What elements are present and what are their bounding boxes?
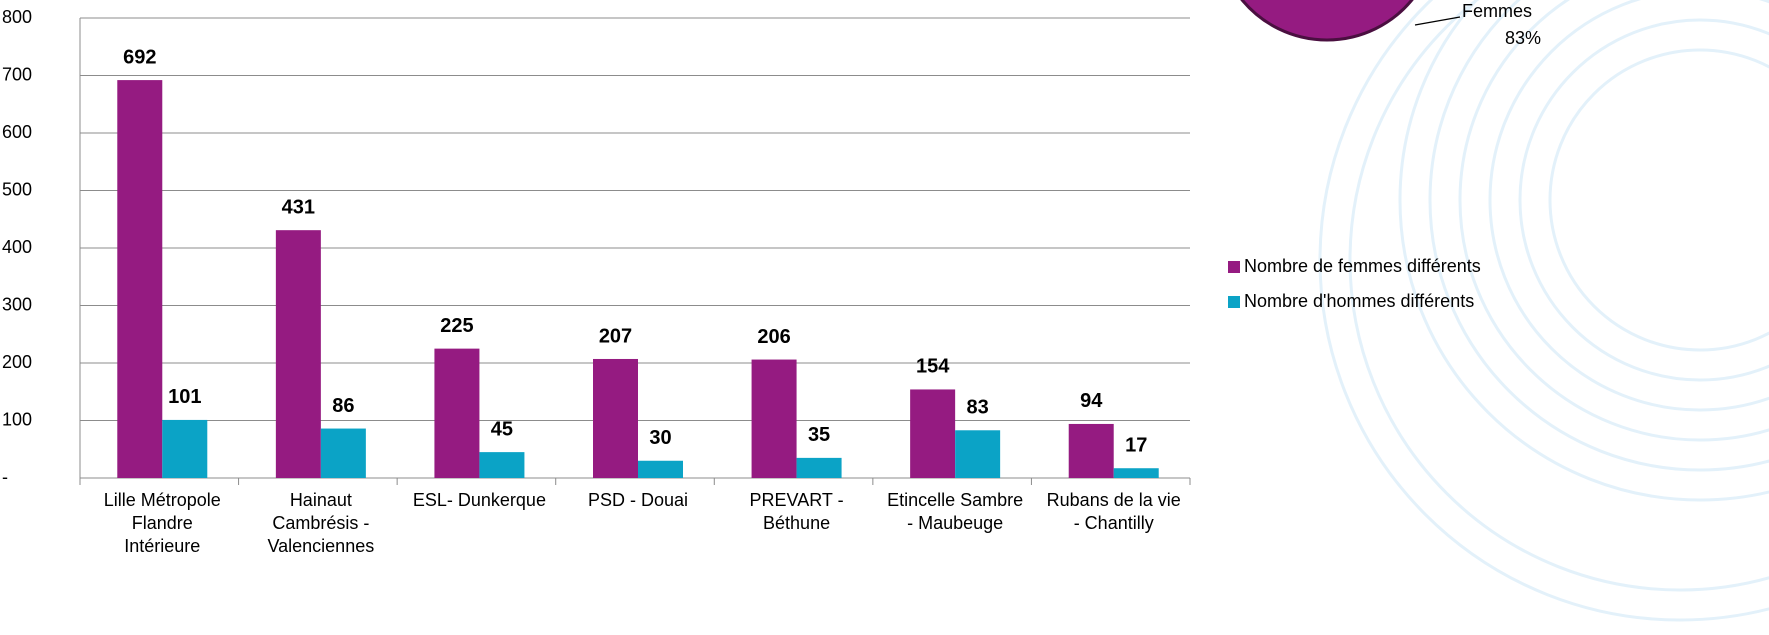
bar	[593, 358, 638, 478]
pie-slice	[1240, 0, 1414, 42]
bar	[275, 230, 321, 478]
bar	[320, 428, 366, 478]
x-tick-label: ESL- Dunkerque	[412, 490, 546, 510]
bar	[479, 452, 525, 478]
legend-swatch	[1228, 296, 1240, 308]
bar	[796, 457, 842, 478]
data-label: 17	[1125, 435, 1147, 457]
data-label: 45	[491, 418, 513, 440]
pie-label-name: Femmes	[1462, 1, 1532, 21]
data-label: 225	[440, 315, 473, 337]
y-tick-label: 800	[2, 7, 32, 27]
y-tick-label: 600	[2, 122, 32, 142]
legend-label: Nombre d'hommes différents	[1244, 291, 1474, 311]
x-tick-label: Hainaut Cambrésis - Valenciennes	[267, 490, 375, 556]
bar	[434, 348, 480, 478]
data-label: 431	[282, 196, 315, 218]
data-label: 86	[332, 395, 354, 417]
data-label: 101	[168, 386, 201, 408]
data-label: 94	[1080, 390, 1103, 412]
data-label: 206	[757, 326, 790, 348]
legend-swatch	[1228, 261, 1240, 273]
bar	[955, 430, 1001, 478]
y-tick-label: 200	[2, 352, 32, 372]
bar	[117, 80, 163, 478]
x-tick-label: PREVART - Béthune	[749, 490, 844, 533]
pie-leader-line	[1414, 16, 1461, 26]
background-decoration	[1318, 0, 1769, 622]
data-label: 30	[649, 427, 671, 449]
y-tick-label: 100	[2, 409, 32, 429]
bar	[1068, 423, 1114, 478]
x-tick-label: PSD - Douai	[587, 490, 689, 510]
pie-label-value: 83%	[1505, 28, 1541, 48]
data-label: 154	[916, 356, 950, 378]
y-tick-label: 400	[2, 237, 32, 257]
x-tick-label: Rubans de la vie - Chantilly	[1046, 490, 1181, 533]
bar	[1113, 468, 1159, 478]
x-tick-label: Etincelle Sambre - Maubeuge	[887, 490, 1024, 533]
data-label: 207	[599, 325, 632, 347]
y-tick-label: 300	[2, 294, 32, 314]
bar	[162, 419, 208, 478]
y-tick-label: 500	[2, 179, 32, 199]
y-tick-label: 700	[2, 64, 32, 84]
bar	[638, 460, 683, 478]
bar	[910, 389, 956, 478]
y-tick-label: -	[2, 467, 8, 487]
data-label: 692	[123, 46, 156, 68]
legend-label: Nombre de femmes différents	[1244, 256, 1481, 276]
data-label: 35	[808, 424, 830, 446]
x-tick-label: Lille Métropole Flandre Intérieure	[103, 490, 221, 556]
data-label: 83	[967, 397, 989, 419]
bar	[751, 359, 797, 478]
